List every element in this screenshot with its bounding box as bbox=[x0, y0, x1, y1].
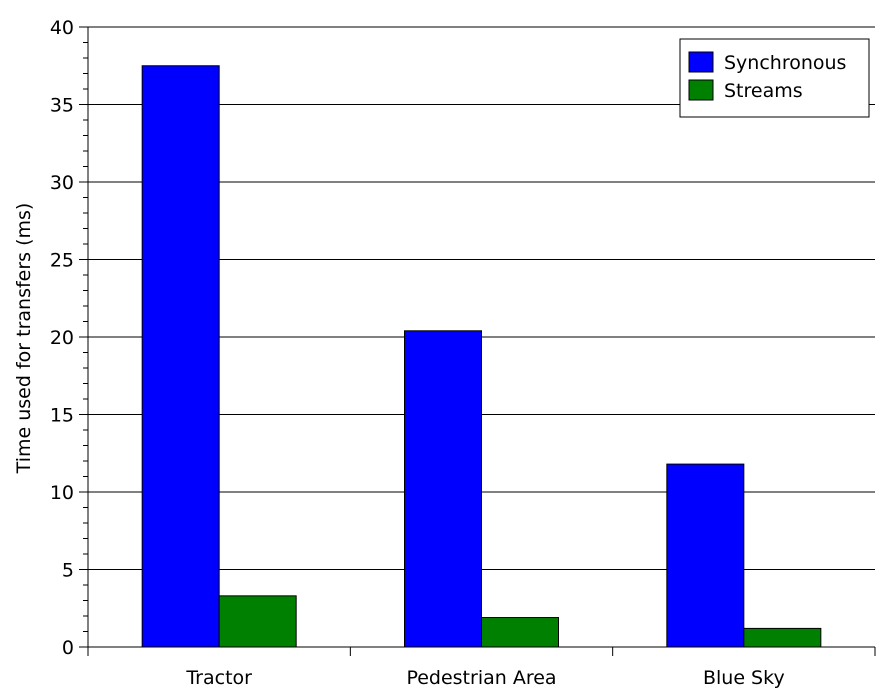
y-tick-label: 5 bbox=[62, 560, 74, 582]
bars bbox=[141, 65, 822, 648]
legend-swatch-synchronous bbox=[688, 51, 714, 73]
legend-box bbox=[679, 38, 870, 118]
x-tick-label: Blue Sky bbox=[703, 667, 785, 689]
y-tick-labels: 0 5 10 15 20 25 30 35 40 bbox=[50, 17, 74, 659]
axes bbox=[79, 26, 876, 656]
y-tick-label: 0 bbox=[62, 637, 74, 659]
bar-streams-blue-sky bbox=[743, 627, 822, 648]
x-tick-label: Tractor bbox=[185, 667, 252, 689]
y-tick-label: 35 bbox=[50, 95, 74, 117]
y-axis-label: Time used for transfers (ms) bbox=[13, 203, 35, 475]
bar-synchronous-blue-sky bbox=[666, 463, 745, 648]
y-tick-label: 25 bbox=[50, 250, 74, 272]
legend: Synchronous Streams bbox=[679, 38, 870, 118]
x-tick-labels: Tractor Pedestrian Area Blue Sky bbox=[185, 667, 784, 689]
y-tick-label: 20 bbox=[50, 327, 74, 349]
y-tick-label: 10 bbox=[50, 482, 74, 504]
bar-streams-tractor bbox=[218, 595, 297, 648]
y-tick-label: 40 bbox=[50, 17, 74, 39]
y-tick-label: 30 bbox=[50, 172, 74, 194]
bar-streams-pedestrian-area bbox=[481, 617, 559, 648]
legend-swatch-streams bbox=[688, 79, 714, 101]
x-tick-label: Pedestrian Area bbox=[406, 667, 556, 689]
legend-label-synchronous: Synchronous bbox=[724, 52, 846, 74]
bar-synchronous-tractor bbox=[141, 65, 220, 648]
legend-label-streams: Streams bbox=[724, 80, 803, 102]
bar-synchronous-pedestrian-area bbox=[404, 330, 482, 648]
y-tick-label: 15 bbox=[50, 405, 74, 427]
